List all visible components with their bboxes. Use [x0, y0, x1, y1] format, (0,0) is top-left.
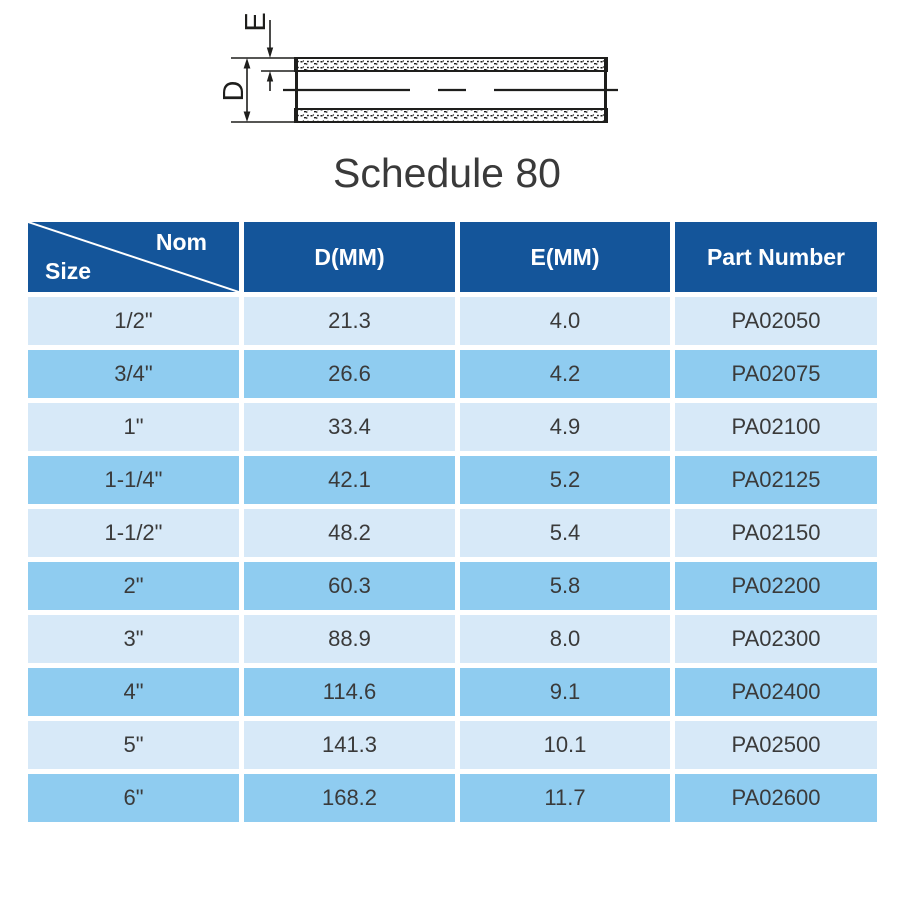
dimension-arrow-down-icon: [243, 111, 251, 122]
cell-e-mm: 11.7: [460, 774, 670, 822]
cell-e-mm: 4.2: [460, 350, 670, 398]
cell-e-mm: 10.1: [460, 721, 670, 769]
cell-size: 1-1/4": [28, 456, 239, 504]
cell-size: 3/4": [28, 350, 239, 398]
column-header-d-mm: D(MM): [244, 222, 455, 292]
cell-d-mm: 60.3: [244, 562, 455, 610]
diagonal-divider: [28, 222, 239, 292]
cell-part-number: PA02500: [675, 721, 877, 769]
cell-d-mm: 48.2: [244, 509, 455, 557]
cell-d-mm: 114.6: [244, 668, 455, 716]
cell-d-mm: 168.2: [244, 774, 455, 822]
pipe-diagram: D E Schedule 80: [0, 0, 900, 210]
pipe-body: [294, 57, 608, 123]
column-header-e-mm: E(MM): [460, 222, 670, 292]
corner-label-nom: Nom: [155, 229, 207, 255]
cell-part-number: PA02075: [675, 350, 877, 398]
cell-size: 1/2": [28, 297, 239, 345]
cell-part-number: PA02050: [675, 297, 877, 345]
cell-part-number: PA02400: [675, 668, 877, 716]
cell-size: 2": [28, 562, 239, 610]
cell-size: 3": [28, 615, 239, 663]
cell-e-mm: 4.9: [460, 403, 670, 451]
dimension-arrow-up-icon: [243, 58, 251, 69]
pipe-wall-bottom: [294, 108, 608, 123]
cell-size: 1": [28, 403, 239, 451]
corner-label-size: Size: [45, 258, 92, 284]
cell-e-mm: 5.4: [460, 509, 670, 557]
diagram-caption: Schedule 80: [333, 150, 561, 196]
cell-d-mm: 21.3: [244, 297, 455, 345]
cell-part-number: PA02200: [675, 562, 877, 610]
cell-size: 1-1/2": [28, 509, 239, 557]
dimension-d: D: [218, 57, 294, 123]
cell-d-mm: 88.9: [244, 615, 455, 663]
pipe-drawing: D E Schedule 80: [218, 12, 618, 196]
cell-part-number: PA02600: [675, 774, 877, 822]
pipe-wall-top: [294, 57, 608, 72]
cell-size: 4": [28, 668, 239, 716]
cell-size: 6": [28, 774, 239, 822]
cell-part-number: PA02300: [675, 615, 877, 663]
cell-e-mm: 8.0: [460, 615, 670, 663]
dimension-arrow-up-icon: [266, 71, 274, 82]
dimension-label-d: D: [218, 81, 250, 102]
cell-part-number: PA02100: [675, 403, 877, 451]
spec-table: Nom Size D(MM) E(MM) Part Number 1/2" 21…: [28, 222, 877, 822]
cell-e-mm: 5.2: [460, 456, 670, 504]
dimension-label-e: E: [240, 12, 272, 31]
dimension-arrow-down-icon: [266, 47, 274, 58]
column-header-part-number: Part Number: [675, 222, 877, 292]
cell-d-mm: 141.3: [244, 721, 455, 769]
cell-e-mm: 4.0: [460, 297, 670, 345]
corner-header-cell: Nom Size: [28, 222, 239, 292]
cell-d-mm: 33.4: [244, 403, 455, 451]
cell-part-number: PA02150: [675, 509, 877, 557]
cell-d-mm: 26.6: [244, 350, 455, 398]
dimension-e: E: [240, 12, 299, 91]
cell-e-mm: 9.1: [460, 668, 670, 716]
cell-e-mm: 5.8: [460, 562, 670, 610]
cell-size: 5": [28, 721, 239, 769]
cell-d-mm: 42.1: [244, 456, 455, 504]
cell-part-number: PA02125: [675, 456, 877, 504]
